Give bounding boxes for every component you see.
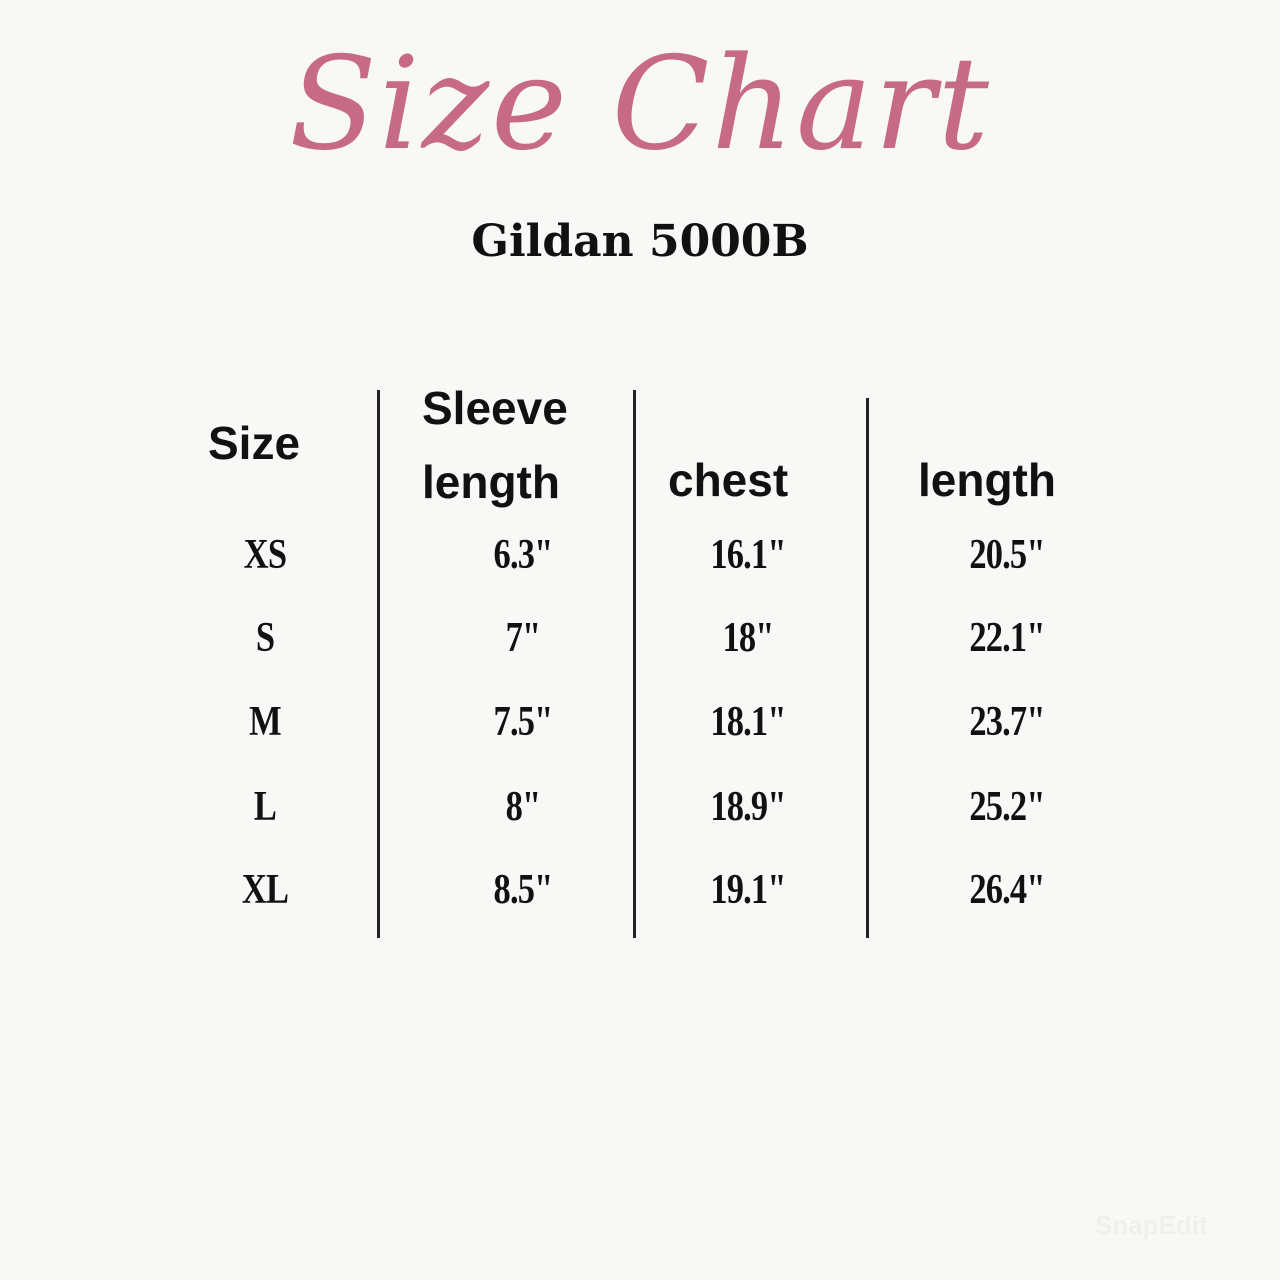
cell-sleeve: 7" xyxy=(505,615,542,661)
watermark: SnapEdit xyxy=(1095,1210,1208,1240)
cell-length: 25.2" xyxy=(969,784,1045,830)
cell-length: 23.7" xyxy=(969,699,1045,745)
cell-length: 20.5" xyxy=(969,532,1045,578)
cell-sleeve: 8.5" xyxy=(493,867,554,913)
cell-chest: 16.1" xyxy=(710,532,786,578)
cell-size: XS xyxy=(243,532,287,578)
cell-sleeve: 6.3" xyxy=(493,532,554,578)
cell-sleeve: 8" xyxy=(505,784,542,830)
column-divider xyxy=(633,390,636,938)
header-length: length xyxy=(918,454,1056,506)
cell-chest: 19.1" xyxy=(710,867,786,913)
column-divider xyxy=(866,398,869,938)
header-sleeve-line2: length xyxy=(422,456,560,508)
cell-size: S xyxy=(255,615,275,661)
cell-size: M xyxy=(249,699,282,745)
column-divider xyxy=(377,390,380,938)
cell-length: 26.4" xyxy=(969,867,1045,913)
cell-chest: 18.9" xyxy=(710,784,786,830)
cell-size: XL xyxy=(241,867,289,913)
cell-chest: 18" xyxy=(722,615,774,661)
header-chest: chest xyxy=(668,454,789,506)
header-sleeve-line1: Sleeve xyxy=(422,382,568,434)
cell-size: L xyxy=(253,784,277,830)
cell-sleeve: 7.5" xyxy=(493,699,554,745)
page-title: Size Chart xyxy=(289,30,991,179)
header-size: Size xyxy=(208,417,301,469)
product-subtitle: Gildan 5000B xyxy=(471,216,809,267)
cell-length: 22.1" xyxy=(969,615,1045,661)
cell-chest: 18.1" xyxy=(710,699,786,745)
